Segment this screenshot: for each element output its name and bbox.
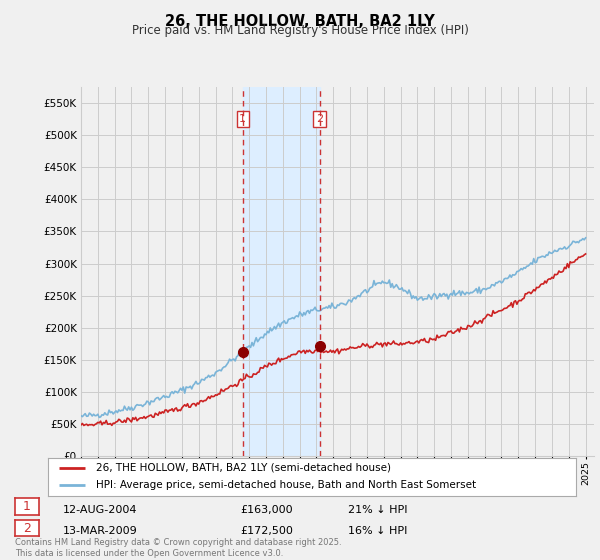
Text: Price paid vs. HM Land Registry's House Price Index (HPI): Price paid vs. HM Land Registry's House … [131, 24, 469, 36]
Text: Contains HM Land Registry data © Crown copyright and database right 2025.
This d: Contains HM Land Registry data © Crown c… [15, 538, 341, 558]
Text: 2: 2 [316, 114, 323, 124]
Text: £163,000: £163,000 [240, 505, 293, 515]
Text: 1: 1 [23, 500, 31, 514]
Text: 2: 2 [23, 521, 31, 535]
Text: £172,500: £172,500 [240, 526, 293, 536]
Text: 26, THE HOLLOW, BATH, BA2 1LY (semi-detached house): 26, THE HOLLOW, BATH, BA2 1LY (semi-deta… [95, 463, 391, 473]
Text: 12-AUG-2004: 12-AUG-2004 [63, 505, 137, 515]
Text: 13-MAR-2009: 13-MAR-2009 [63, 526, 138, 536]
Bar [243, 87, 320, 456]
Text: 26, THE HOLLOW, BATH, BA2 1LY: 26, THE HOLLOW, BATH, BA2 1LY [165, 14, 435, 29]
Text: 1: 1 [239, 114, 247, 124]
Text: 21% ↓ HPI: 21% ↓ HPI [348, 505, 407, 515]
Text: 16% ↓ HPI: 16% ↓ HPI [348, 526, 407, 536]
Text: HPI: Average price, semi-detached house, Bath and North East Somerset: HPI: Average price, semi-detached house,… [95, 480, 476, 491]
